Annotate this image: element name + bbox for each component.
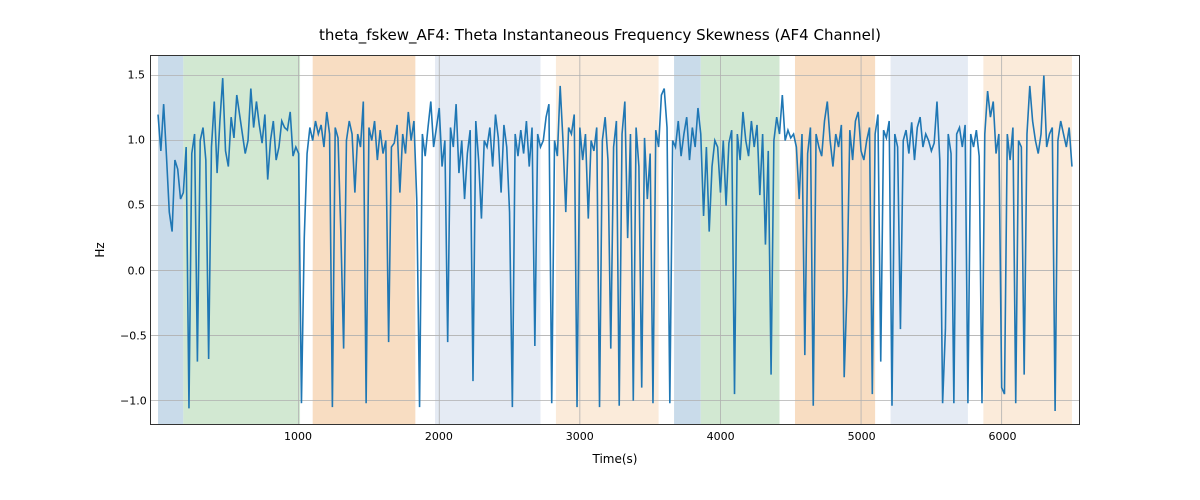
x-tick-label: 4000 [707,430,735,443]
chart-title: theta_fskew_AF4: Theta Instantaneous Fre… [0,26,1200,44]
x-tick-label: 2000 [425,430,453,443]
x-tick-label: 5000 [848,430,876,443]
y-tick-label: 0.5 [120,199,145,212]
y-tick-label: 0.0 [120,264,145,277]
y-axis-label: Hz [93,242,107,257]
x-tick-label: 1000 [284,430,312,443]
y-tick-label: 1.5 [120,68,145,81]
x-tick-label: 3000 [566,430,594,443]
y-tick-label: 1.0 [120,133,145,146]
data-line [151,56,1079,424]
y-tick-label: −0.5 [120,330,145,343]
plot-area [150,55,1080,425]
x-tick-label: 6000 [989,430,1017,443]
chart-container: theta_fskew_AF4: Theta Instantaneous Fre… [0,0,1200,500]
y-tick-label: −1.0 [120,395,145,408]
x-axis-label: Time(s) [593,452,638,466]
